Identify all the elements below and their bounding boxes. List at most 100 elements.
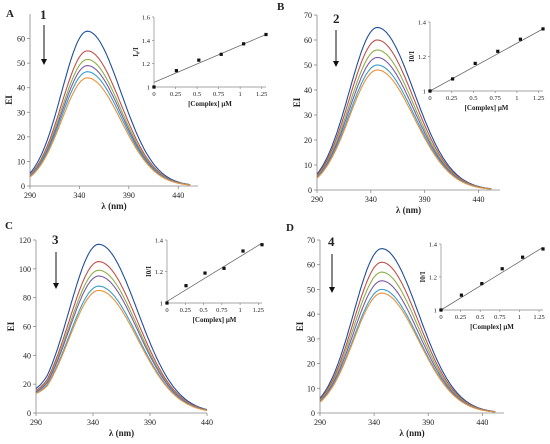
main-y-tick-label: 0 (308, 186, 312, 195)
spectrum-line-1 (319, 248, 496, 413)
inset-x-axis-label: [Complex] μM (470, 323, 514, 331)
inset-y-tick-label: 1.4 (155, 238, 164, 245)
inset-fit-line (429, 28, 544, 92)
main-y-tick-label: 60 (304, 36, 312, 45)
main-y-tick-label: 50 (307, 285, 315, 294)
spectrum-line-6 (316, 69, 492, 190)
main-y-tick-label: 120 (19, 236, 31, 245)
main-y-tick-label: 10 (304, 161, 312, 170)
inset-x-tick-label: 1 (515, 95, 518, 102)
inset-y-tick-label: 1.2 (142, 61, 150, 68)
spectrum-line-2 (29, 50, 191, 186)
inset-x-tick-label: 0.5 (469, 95, 477, 102)
inset-data-point (451, 77, 455, 81)
inset-x-tick-label: 0.75 (216, 307, 227, 314)
main-y-tick-label: 80 (23, 294, 31, 303)
inset-data-point (197, 58, 201, 62)
inset-y-axis-label: I0/I (419, 271, 427, 282)
main-x-tick-label: 290 (314, 418, 326, 427)
main-y-axis-label: EI (4, 95, 14, 105)
main-x-tick-label: 340 (365, 195, 377, 204)
spectrum-line-6 (29, 77, 191, 186)
main-x-tick-label: 440 (201, 418, 213, 427)
inset-y-tick-label: 1 (160, 301, 163, 308)
main-x-tick-label: 390 (144, 418, 156, 427)
main-y-axis-label: EI (6, 321, 16, 331)
panel-label: C (5, 220, 13, 232)
inset-x-tick-label: 0.75 (494, 314, 505, 321)
main-x-tick-label: 440 (472, 195, 484, 204)
spectrum-line-4 (29, 65, 191, 186)
main-y-tick-label: 50 (304, 61, 312, 70)
main-x-tick-label: 340 (73, 191, 85, 200)
main-x-tick-label: 390 (419, 195, 431, 204)
inset-x-tick-label: 1.25 (253, 307, 264, 314)
inset-x-tick-label: 1 (239, 91, 242, 98)
main-y-tick-label: 20 (304, 136, 312, 145)
spectrum-line-3 (35, 269, 208, 411)
inset-y-tick-label: 1.4 (142, 38, 151, 45)
inset-y-tick-label: 1.2 (155, 269, 163, 276)
spectrum-line-6 (319, 292, 496, 413)
inset-x-tick-label: 1.25 (256, 91, 267, 98)
main-y-tick-label: 30 (307, 335, 315, 344)
panel-label: B (277, 1, 285, 13)
inset-y-tick-label: 1.6 (142, 15, 151, 22)
panel-label: A (6, 8, 14, 20)
main-y-axis-label: EI (292, 97, 302, 107)
main-y-tick-label: 70 (307, 236, 315, 245)
inset-x-tick-label: 0.75 (490, 95, 501, 102)
main-x-axis-label: λ (nm) (399, 428, 424, 438)
inset-data-point (260, 243, 264, 247)
compound-number: 4 (328, 234, 335, 249)
inset-data-point (521, 255, 525, 259)
inset-y-tick-label: 1 (434, 308, 437, 315)
inset-data-point (222, 266, 226, 270)
main-y-tick-label: 20 (307, 360, 315, 369)
main-x-tick-label: 340 (368, 418, 380, 427)
inset-x-tick-label: 0.25 (180, 307, 191, 314)
compound-number: 3 (52, 232, 59, 247)
main-y-tick-label: 60 (307, 261, 315, 270)
inset-x-tick-label: 0 (439, 314, 442, 321)
inset-x-axis-label: [Complex] μM (465, 104, 509, 112)
main-y-tick-label: 20 (23, 380, 31, 389)
spectrum-line-6 (35, 289, 208, 412)
inset-x-tick-label: 0.25 (455, 314, 466, 321)
main-y-tick-label: 60 (17, 35, 25, 44)
main-y-axis-label: EI (295, 321, 305, 331)
main-x-tick-label: 440 (476, 418, 488, 427)
inset-y-tick-label: 1.4 (429, 242, 438, 249)
inset-data-point (242, 42, 246, 46)
main-y-tick-label: 60 (23, 323, 31, 332)
main-x-tick-label: 290 (311, 195, 323, 204)
inset-x-tick-label: 0.25 (446, 95, 457, 102)
spectrum-line-4 (35, 275, 208, 411)
inset-x-tick-label: 0.25 (170, 91, 181, 98)
inset-plot: 1 1.2 1.4 0 0.25 0.5 0.75 1 1.25 [Complex] μM I0/I (145, 238, 264, 325)
inset-plot: 1 1.2 1.4 1.6 0 0.25 0.5 0.75 1 1.25 [Complex] μM I… (132, 15, 268, 108)
spectrum-line-2 (316, 39, 492, 190)
main-y-tick-label: 0 (27, 409, 31, 418)
inset-data-point (174, 69, 178, 73)
main-x-axis-label: λ (nm) (109, 428, 134, 438)
inset-fit-line (153, 34, 267, 83)
spectrum-line-1 (35, 243, 208, 411)
inset-data-point (500, 267, 504, 271)
inset-y-axis-label: I0/I (408, 51, 416, 62)
inset-y-tick-label: 1.4 (418, 20, 427, 27)
inset-y-axis-label: I0/I (145, 266, 153, 277)
inset-x-tick-label: 0.75 (213, 91, 224, 98)
main-x-tick-label: 440 (172, 191, 184, 200)
inset-data-point (480, 282, 484, 286)
spectrum-line-1 (29, 30, 191, 186)
inset-x-tick-label: 1.25 (533, 95, 544, 102)
main-y-tick-label: 40 (307, 310, 315, 319)
main-y-tick-label: 10 (17, 157, 25, 166)
inset-x-tick-label: 0 (165, 307, 168, 314)
main-y-tick-label: 100 (19, 265, 31, 274)
